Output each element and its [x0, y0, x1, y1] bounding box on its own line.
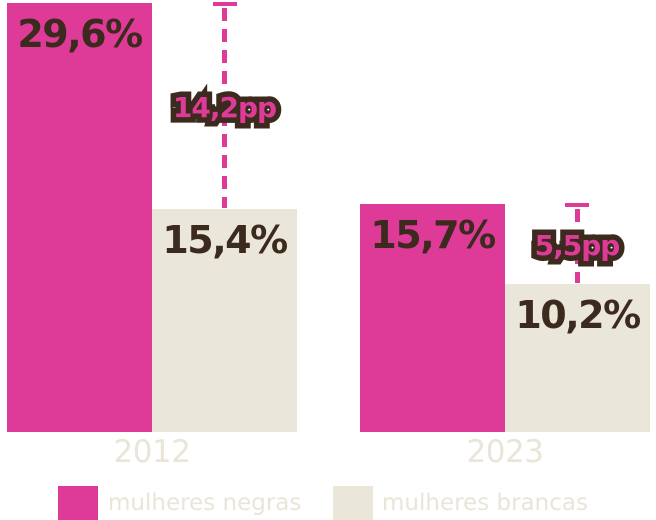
gap-label-2023: 5,5pp — [535, 232, 621, 261]
bar-2012-mulheres-brancas: 15,4% — [152, 209, 297, 432]
legend-swatch-mulheres-brancas — [333, 486, 373, 520]
gap-marker-cap-2012 — [212, 2, 237, 6]
value-label-2023-mulheres-brancas: 10,2% — [515, 293, 641, 337]
value-label-2012-mulheres-negras: 29,6% — [17, 12, 143, 56]
value-label-2012-mulheres-brancas: 15,4% — [162, 218, 288, 262]
bar-2023-mulheres-negras: 15,7% — [360, 204, 505, 432]
legend-label-mulheres-negras: mulheres negras — [108, 490, 302, 516]
gap-label-2012: 14,2pp — [173, 94, 277, 123]
x-axis-label-2012: 2012 — [113, 434, 191, 470]
value-label-2023-mulheres-negras: 15,7% — [370, 213, 496, 257]
legend-label-mulheres-brancas: mulheres brancas — [382, 490, 588, 516]
gap-marker-cap-2023 — [565, 203, 589, 207]
bar-2012-mulheres-negras: 29,6% — [7, 3, 152, 432]
legend-swatch-mulheres-negras — [58, 486, 98, 520]
x-axis-label-2023: 2023 — [466, 434, 544, 470]
bar-2023-mulheres-brancas: 10,2% — [505, 284, 650, 432]
